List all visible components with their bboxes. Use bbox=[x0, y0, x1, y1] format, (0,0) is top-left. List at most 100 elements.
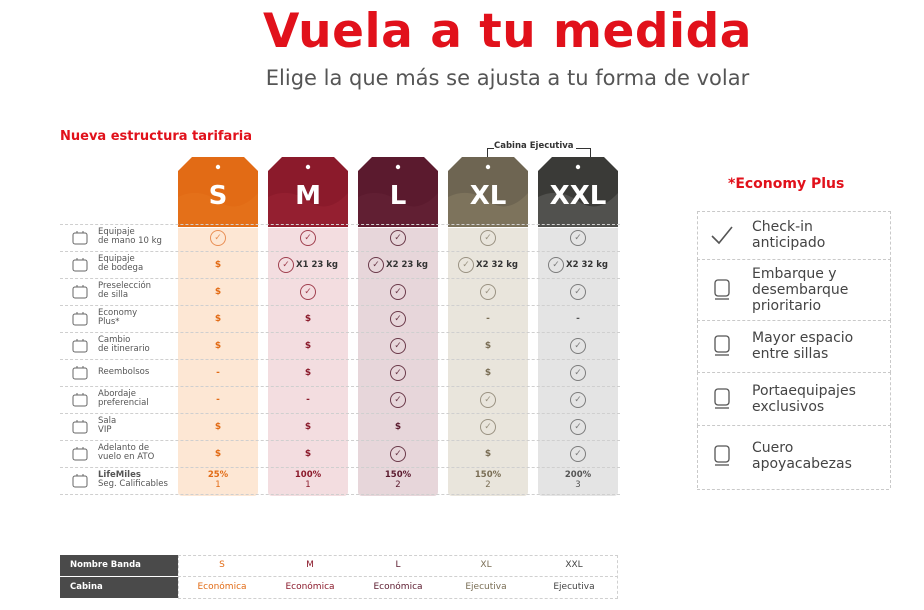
band-cabin: Ejecutiva bbox=[553, 582, 595, 592]
row-label: Preselección de silla bbox=[98, 282, 178, 300]
row-label-line-1: Equipaje bbox=[98, 227, 135, 237]
fare-cell: ✓ X2 32 kg bbox=[533, 257, 623, 273]
not-available-icon: - bbox=[576, 314, 580, 324]
fare-cell: $ bbox=[443, 365, 533, 381]
row-separator bbox=[60, 278, 620, 279]
economy-plus-item bbox=[697, 320, 891, 373]
fare-cell: $ bbox=[173, 419, 263, 435]
economy-plus-item-line: Cuero bbox=[752, 440, 794, 456]
lifemiles-percent: 200% bbox=[564, 470, 592, 480]
fare-cell: $ bbox=[263, 365, 353, 381]
row-label: Abordaje preferencial bbox=[98, 390, 178, 408]
fare-tag-shape bbox=[538, 157, 618, 227]
row-label: Adelanto de vuelo en ATO bbox=[98, 444, 178, 462]
paid-icon: $ bbox=[304, 449, 312, 459]
fare-cell: $ bbox=[443, 338, 533, 354]
economy-plus-item-line: anticipado bbox=[752, 235, 826, 251]
paid-icon: $ bbox=[214, 341, 222, 351]
fare-cell: $ bbox=[173, 338, 263, 354]
vip-lounge-icon bbox=[70, 419, 90, 435]
economy-plus-item-line: Mayor espacio bbox=[752, 330, 854, 346]
row-label-line-2: vuelo en ATO bbox=[98, 452, 155, 462]
band-name: L bbox=[395, 560, 401, 570]
fare-cell: $ bbox=[173, 284, 263, 300]
row-separator bbox=[60, 413, 620, 414]
paid-icon: $ bbox=[484, 449, 492, 459]
check-icon: ✓ bbox=[390, 392, 406, 408]
fare-column-xl bbox=[448, 228, 528, 496]
fare-cell: ✓ bbox=[353, 284, 443, 300]
check-icon: ✓ bbox=[390, 284, 406, 300]
fare-cell: - bbox=[533, 311, 623, 327]
fare-tag-label: M bbox=[295, 181, 321, 211]
lifemiles-percent: 25% bbox=[207, 470, 229, 480]
paid-icon: $ bbox=[484, 368, 492, 378]
band-name: S bbox=[219, 560, 225, 570]
row-label: Equipaje de bodega bbox=[98, 255, 178, 273]
row-separator bbox=[60, 467, 620, 468]
fare-cell: ✓ bbox=[533, 365, 623, 381]
row-label-line-1: LifeMiles bbox=[98, 470, 141, 480]
row-label-line-1: Cambio bbox=[98, 335, 131, 345]
fare-tag-label: XL bbox=[469, 181, 507, 211]
qualifying-segments: 2 bbox=[485, 480, 491, 490]
fare-cell: ✓ bbox=[533, 419, 623, 435]
fare-tag-label: L bbox=[389, 181, 407, 211]
band-cabin: Económica bbox=[373, 582, 423, 592]
economy-plus-item-text: Mayor espacio entre sillas bbox=[752, 330, 853, 362]
paid-icon: $ bbox=[214, 287, 222, 297]
row-label: Reembolsos bbox=[98, 368, 178, 377]
qualifying-segments: 1 bbox=[305, 480, 311, 490]
section-title: Nueva estructura tarifaria bbox=[60, 129, 252, 144]
not-available-icon: - bbox=[486, 314, 490, 324]
checkmark-icon bbox=[707, 220, 737, 250]
paid-icon: $ bbox=[484, 341, 492, 351]
fare-tag-shape bbox=[358, 157, 438, 227]
fare-cell: $ bbox=[263, 338, 353, 354]
check-icon: ✓ bbox=[390, 311, 406, 327]
band-name: M bbox=[306, 560, 314, 570]
qualifying-segments: 1 bbox=[215, 480, 221, 490]
row-label-line-1: Reembolsos bbox=[98, 367, 150, 377]
row-label: Sala VIP bbox=[98, 417, 178, 435]
check-icon: ✓ bbox=[390, 338, 406, 354]
legroom-seat-icon bbox=[707, 331, 737, 361]
check-icon: ✓ bbox=[570, 392, 586, 408]
row-label-line-2: de silla bbox=[98, 290, 129, 300]
check-icon: ✓ bbox=[480, 419, 496, 435]
cell-allowance: X2 32 kg bbox=[566, 260, 608, 270]
qualifying-segments: 2 bbox=[395, 480, 401, 490]
paid-icon: $ bbox=[214, 314, 222, 324]
fare-tag-s: S bbox=[178, 157, 258, 227]
economy-plus-title: *Economy Plus bbox=[728, 176, 845, 192]
fare-cell: ✓ bbox=[443, 419, 533, 435]
carry-on-bag-icon bbox=[70, 230, 90, 246]
fare-cell: ✓ bbox=[443, 284, 533, 300]
not-available-icon: - bbox=[306, 395, 310, 405]
check-icon: ✓ bbox=[570, 365, 586, 381]
fare-tag-xxl: XXL bbox=[538, 157, 618, 227]
row-label-line-2: de bodega bbox=[98, 263, 144, 273]
economy-plus-item-line: Embarque y bbox=[752, 265, 837, 282]
refund-icon bbox=[70, 365, 90, 381]
lifemiles-cell: 200% 3 bbox=[533, 470, 623, 490]
fare-cell: ✓ bbox=[533, 446, 623, 462]
bands-table-divider bbox=[178, 576, 618, 577]
checked-luggage-icon bbox=[70, 257, 90, 273]
economy-plus-item-text: Cuero apoyacabezas bbox=[752, 440, 852, 472]
row-separator bbox=[60, 332, 620, 333]
row-label: Cambio de itinerario bbox=[98, 336, 178, 354]
fare-cell: ✓ bbox=[353, 365, 443, 381]
page-subtitle: Elige la que más se ajusta a tu forma de… bbox=[265, 66, 750, 90]
paid-icon: $ bbox=[304, 314, 312, 324]
check-icon: ✓ bbox=[368, 257, 385, 273]
check-icon: ✓ bbox=[570, 446, 586, 462]
band-cabin: Económica bbox=[285, 582, 335, 592]
flight-advance-icon bbox=[70, 446, 90, 462]
economy-plus-item bbox=[697, 372, 891, 426]
economy-plus-item-line: apoyacabezas bbox=[752, 456, 852, 472]
fare-cell: ✓ bbox=[353, 311, 443, 327]
fare-cell: ✓ bbox=[533, 230, 623, 246]
bands-head-name: Nombre Banda bbox=[60, 555, 178, 576]
row-label-line-1: Sala bbox=[98, 416, 117, 426]
